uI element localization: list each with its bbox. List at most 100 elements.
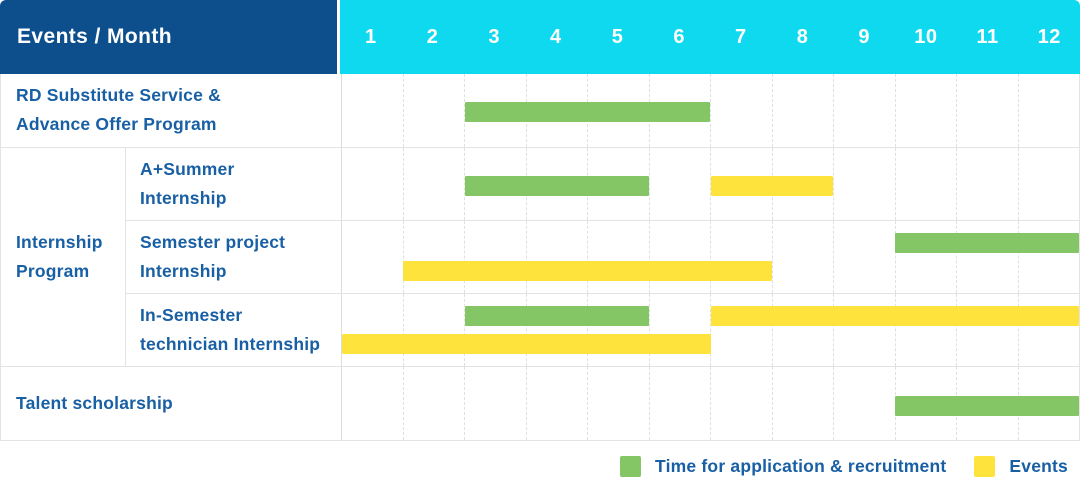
row-label-line: Internship: [140, 187, 227, 208]
month-grid-cell: [402, 294, 465, 367]
month-grid-cell: [710, 220, 772, 294]
month-grid-cell: [1017, 74, 1080, 147]
month-grid-cell: [894, 220, 957, 294]
legend: Time for application & recruitment Events: [620, 456, 1068, 477]
month-label: 6: [673, 25, 685, 48]
month-grid-cell: [402, 220, 465, 294]
month-grid-cell: [956, 220, 1018, 294]
month-grid-cell: [833, 147, 895, 220]
month-label: 2: [426, 25, 439, 48]
row-label-line: In-Semester: [140, 305, 243, 326]
row-label-line: Program: [16, 261, 90, 281]
gantt-bar-application: [894, 395, 1079, 416]
month-grid-cell: [587, 294, 649, 367]
legend-swatch-application: [620, 456, 642, 477]
month-grid-cell: [464, 147, 526, 220]
month-grid-cell: [956, 74, 1018, 147]
table-row: Semester project Internship: [125, 219, 1080, 294]
row-label-line: technician Internship: [140, 334, 321, 355]
month-label: 9: [858, 25, 871, 48]
row-label-line: Internship: [140, 261, 227, 281]
month-grid-cell: [464, 367, 526, 440]
month-grid-cell: [771, 74, 834, 147]
month-grid-cell: [402, 147, 465, 220]
legend-item: Time for application & recruitment: [620, 456, 946, 477]
month-label: 4: [550, 25, 562, 48]
row-chart-area: [341, 367, 1079, 440]
month-grid-cell: [402, 367, 465, 440]
month-grid-cell: [710, 147, 772, 220]
gantt-bar-event: [710, 306, 1079, 327]
month-label: 3: [488, 25, 500, 48]
month-grid-cell: [342, 221, 403, 293]
group-label: Internship Program: [1, 148, 125, 366]
row: Talent scholarship: [1, 366, 1079, 440]
month-grid-cell: [833, 294, 895, 367]
month-label: 1: [365, 25, 377, 48]
month-grid-cell: [464, 74, 526, 147]
header-divider: [337, 0, 340, 74]
row-label: Talent scholarship: [1, 367, 341, 440]
month-grid-cell: [648, 294, 711, 367]
group-rows: A+Summer Internship Semester project Intern…: [125, 147, 1080, 367]
month-grid-cell: [956, 294, 1018, 367]
table-header-row: Events / Month 1 2 3 4 5 6 7 8 9 10 11 12: [0, 0, 1080, 74]
month-grid-cell: [710, 367, 772, 440]
month-grid-cell: [587, 367, 649, 440]
month-grid-cell: [833, 74, 895, 147]
page-title: Events / Month: [17, 25, 172, 48]
legend-item: Events: [974, 456, 1068, 477]
month-grid-cell: [525, 367, 588, 440]
row-label-line: Internship: [16, 232, 103, 252]
row-chart-area: [341, 294, 1080, 367]
row-label-line: A+Summer: [140, 158, 235, 179]
row-chart-area: [341, 220, 1080, 294]
month-grid-cell: [464, 220, 526, 294]
month-label: 8: [796, 25, 809, 48]
row-label: In-Semester technician Internship: [125, 294, 341, 367]
row: RD Substitute Service & Advance Offer Pro…: [1, 74, 1079, 147]
table-row: A+Summer Internship: [125, 147, 1079, 220]
legend-label: Events: [1009, 456, 1068, 476]
month-grid-cell: [1017, 220, 1080, 294]
gantt-bar-application: [894, 233, 1079, 253]
month-grid-cell: [587, 220, 649, 294]
month-grid-cell: [342, 74, 403, 147]
group-block: Internship Program A+Summer Internship Semes…: [1, 146, 1080, 367]
month-grid-cell: [1017, 294, 1080, 367]
gantt-bar-event: [710, 175, 834, 196]
month-label: 12: [1037, 25, 1061, 48]
row-label: A+Summer Internship: [125, 147, 341, 220]
events-month-header-cell: Events / Month: [0, 0, 337, 74]
month-grid-cell: [771, 220, 834, 294]
month-grid-cell: [894, 294, 957, 367]
month-grid-cell: [648, 147, 711, 220]
month-label: 5: [611, 25, 624, 48]
legend-label: Time for application & recruitment: [655, 456, 947, 476]
month-grid-cell: [710, 74, 772, 147]
gantt-bar-event: [403, 261, 772, 281]
row-label: Semester project Internship: [125, 220, 341, 294]
month-grid-cell: [771, 367, 834, 440]
month-grid-cell: [342, 148, 403, 220]
row-label-line: Semester project: [140, 232, 286, 252]
gantt-bar-application: [464, 102, 711, 123]
month-label: 11: [976, 25, 999, 48]
gantt-body: RD Substitute Service & Advance Offer Pro…: [0, 74, 1080, 441]
month-grid-cell: [525, 294, 588, 367]
month-grid-cell: [894, 74, 957, 147]
month-grid-cell: [833, 220, 895, 294]
row-chart-area: [341, 147, 1079, 220]
row-chart-area: [341, 74, 1079, 147]
month-grid-cell: [833, 367, 895, 440]
row-label: RD Substitute Service & Advance Offer Pro…: [1, 74, 341, 147]
month-label: 10: [914, 25, 938, 48]
gantt-bar-application: [464, 175, 650, 196]
row-label-line: RD Substitute Service &: [16, 85, 221, 106]
month-grid-cell: [342, 294, 403, 366]
months-header: 1 2 3 4 5 6 7 8 9 10 11 12: [340, 0, 1080, 74]
row-label-line: Advance Offer Program: [16, 114, 217, 135]
month-grid-cell: [525, 220, 588, 294]
legend-swatch-event: [974, 456, 996, 477]
